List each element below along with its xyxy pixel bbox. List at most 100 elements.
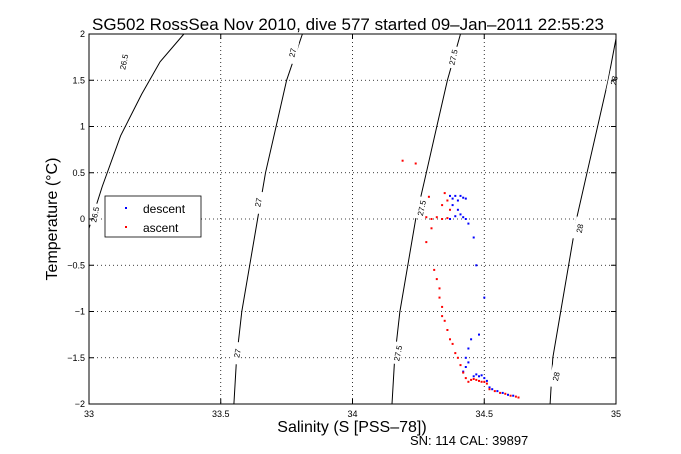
data-point-ascent (425, 216, 428, 219)
legend-marker-ascent (125, 226, 127, 228)
contour-label-group: 28 (571, 216, 587, 241)
data-point-ascent (430, 227, 433, 230)
data-point-descent (512, 394, 515, 397)
data-point-descent (462, 196, 465, 199)
contour-label-group: 26.5 (116, 50, 131, 74)
data-point-descent (462, 216, 465, 219)
data-point-ascent (435, 216, 438, 219)
data-point-ascent (485, 382, 488, 385)
data-point-ascent (441, 315, 444, 318)
data-point-ascent (504, 392, 507, 395)
data-point-descent (475, 373, 478, 376)
data-point-ascent (441, 204, 444, 207)
data-point-ascent (430, 218, 433, 220)
data-point-descent (451, 204, 454, 207)
legend-box (104, 195, 202, 238)
data-point-ascent (454, 352, 457, 355)
contour-label-bg (116, 50, 131, 74)
data-point-descent (464, 197, 467, 200)
data-point-descent (467, 222, 470, 225)
data-point-descent (456, 208, 459, 211)
data-point-ascent (433, 268, 436, 271)
data-point-descent (449, 194, 451, 197)
y-tick-label: −1.5 (67, 353, 85, 363)
x-tick-label: 35 (611, 409, 621, 419)
contour-label-bg (445, 45, 460, 69)
data-point-ascent (449, 208, 451, 211)
contour-label-bg (284, 40, 300, 65)
data-point-descent (478, 333, 480, 336)
data-point-descent (507, 393, 509, 396)
data-point-ascent (472, 378, 475, 380)
data-point-descent (472, 236, 475, 239)
data-point-ascent (483, 380, 486, 383)
data-point-ascent (475, 378, 478, 381)
data-point-ascent (446, 199, 449, 202)
data-point-ascent (401, 159, 404, 162)
y-tick-label: 1.5 (72, 75, 85, 85)
data-point-descent (470, 338, 473, 341)
contour-label-bg (229, 341, 244, 365)
contour-label-bg (548, 364, 563, 389)
contour-label-bg (413, 196, 429, 220)
contour-label: 27 (232, 347, 243, 358)
y-tick-label: −0.5 (67, 260, 85, 270)
data-point-ascent (493, 390, 496, 393)
data-point-descent (459, 194, 462, 197)
contour-label-group: 27 (284, 40, 300, 65)
data-point-ascent (451, 342, 454, 345)
data-points (401, 159, 520, 399)
legend-label-descent: descent (143, 202, 186, 216)
calibration-footer: SN: 114 CAL: 39897 (410, 433, 528, 448)
x-tick-label: 34.5 (475, 409, 493, 419)
data-point-descent (459, 213, 462, 216)
data-point-descent (483, 377, 486, 380)
contour-label: 27 (288, 47, 299, 58)
data-point-ascent (467, 380, 470, 383)
data-point-descent (454, 215, 457, 218)
legend: descent ascent (104, 195, 202, 238)
data-point-descent (464, 356, 467, 359)
x-axis-label: Salinity (S [PSS–78]) (277, 419, 426, 436)
contour-label-group: 27.5 (413, 196, 429, 220)
contour-label-group: 27.5 (445, 45, 460, 69)
data-point-ascent (499, 391, 502, 394)
data-point-ascent (488, 388, 491, 391)
y-tick-label: −2 (75, 399, 85, 409)
x-tick-label: 34 (347, 409, 357, 419)
contour-label-group: 27 (250, 190, 265, 215)
data-point-ascent (435, 278, 438, 281)
data-point-ascent (478, 379, 480, 382)
data-point-descent (449, 218, 451, 220)
y-tick-label: −1 (75, 307, 85, 317)
data-point-ascent (446, 329, 449, 331)
data-point-ascent (509, 394, 512, 397)
contour-label: 26.5 (89, 206, 101, 224)
data-point-ascent (459, 364, 462, 367)
x-tick-label: 33.5 (212, 409, 230, 419)
data-point-descent (456, 199, 459, 202)
x-tick-label: 33 (84, 409, 94, 419)
data-point-ascent (427, 195, 430, 198)
data-point-descent (467, 347, 470, 350)
data-point-ascent (470, 378, 473, 381)
y-tick-label: 0.5 (72, 168, 85, 178)
data-point-ascent (438, 287, 441, 290)
contour-label: 28 (551, 371, 562, 382)
data-point-descent (483, 296, 486, 299)
data-point-descent (488, 386, 491, 389)
contour-label-bg (571, 216, 587, 241)
data-point-ascent (441, 218, 444, 220)
legend-marker-descent (125, 207, 127, 209)
data-point-descent (464, 366, 467, 368)
data-point-ascent (438, 296, 441, 299)
contour-label-group: 27.5 (390, 341, 405, 365)
contour-label-bg (87, 202, 102, 227)
contour-label: 27 (253, 197, 264, 208)
contour-label-bg (390, 341, 405, 365)
density-contour-line (233, 33, 303, 405)
contour-label: 27.5 (448, 48, 460, 66)
data-point-descent (501, 391, 504, 394)
